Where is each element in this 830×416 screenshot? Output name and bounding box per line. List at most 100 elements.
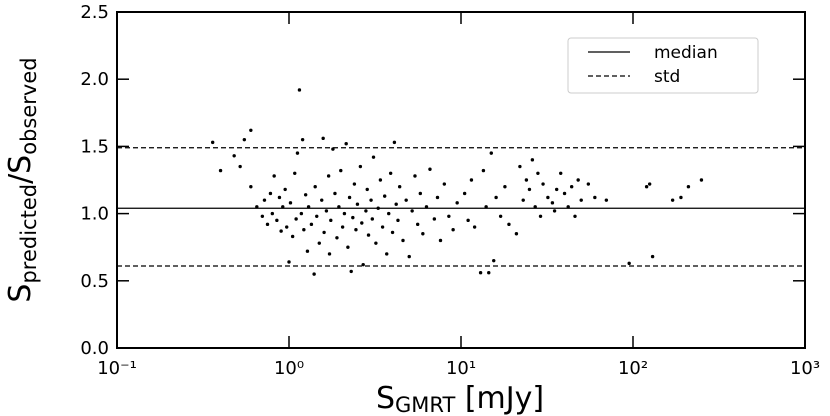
- data-point: [503, 185, 507, 189]
- data-point: [365, 187, 369, 192]
- data-point: [699, 178, 704, 182]
- y-tick-label: 2.5: [80, 2, 109, 23]
- data-point: [533, 205, 537, 209]
- data-point: [337, 205, 341, 209]
- data-point: [507, 222, 511, 227]
- data-point: [287, 260, 291, 264]
- data-point: [478, 271, 483, 275]
- data-point: [315, 214, 319, 218]
- data-point: [487, 271, 491, 275]
- data-point: [361, 262, 365, 267]
- data-point: [295, 151, 300, 155]
- x-tick-label: 10⁰: [274, 358, 304, 379]
- data-point: [249, 185, 253, 189]
- data-point: [550, 201, 555, 205]
- data-point: [392, 140, 397, 145]
- data-point: [238, 164, 242, 169]
- data-point: [627, 261, 631, 266]
- data-point: [275, 218, 279, 223]
- data-point: [340, 225, 345, 229]
- data-point: [277, 195, 282, 200]
- data-point: [297, 88, 302, 92]
- data-point: [283, 187, 287, 192]
- data-point: [559, 171, 563, 175]
- data-point: [518, 164, 522, 169]
- data-point: [428, 167, 432, 171]
- data-point: [303, 193, 308, 197]
- data-point: [300, 137, 305, 142]
- data-point: [455, 201, 459, 205]
- data-point: [374, 241, 378, 245]
- data-point: [650, 254, 655, 259]
- data-point: [554, 187, 559, 192]
- data-point: [299, 211, 304, 216]
- data-point: [313, 185, 317, 189]
- data-point: [290, 234, 295, 239]
- data-point: [285, 225, 289, 229]
- data-point: [352, 182, 357, 186]
- data-point: [270, 211, 275, 216]
- data-point: [498, 214, 503, 218]
- data-point: [371, 155, 376, 159]
- data-point: [302, 228, 306, 232]
- data-point: [494, 195, 498, 200]
- data-point: [349, 269, 353, 274]
- x-label-part: GMRT: [395, 393, 455, 416]
- data-point: [385, 252, 389, 256]
- y-tick-label: 1.0: [80, 204, 109, 225]
- data-point: [562, 191, 567, 196]
- y-label-part: predicted: [17, 184, 41, 284]
- data-point: [670, 198, 675, 202]
- data-point: [378, 178, 383, 182]
- data-point: [388, 171, 393, 175]
- data-point: [339, 168, 343, 173]
- data-point: [364, 209, 368, 213]
- data-point: [346, 245, 350, 249]
- data-point: [293, 171, 297, 175]
- data-point: [410, 209, 414, 213]
- data-point: [413, 174, 417, 178]
- data-point: [679, 195, 683, 200]
- data-point: [569, 185, 574, 189]
- data-point: [644, 185, 649, 189]
- x-axis-label: SGMRT [mJy]: [376, 381, 544, 416]
- data-point: [407, 254, 411, 259]
- data-point: [309, 222, 314, 227]
- data-point: [442, 182, 447, 186]
- data-point: [387, 211, 391, 216]
- x-label-part: [mJy]: [455, 381, 544, 416]
- data-point: [489, 151, 493, 155]
- data-point: [418, 191, 423, 196]
- data-point: [466, 218, 470, 223]
- data-point: [404, 198, 408, 202]
- data-point: [272, 174, 276, 178]
- legend-label: median: [654, 43, 718, 63]
- data-point: [521, 198, 525, 202]
- data-point: [312, 272, 316, 276]
- x-tick-label: 10³: [790, 358, 820, 379]
- data-point: [268, 191, 273, 196]
- data-point: [552, 209, 557, 213]
- data-point: [218, 168, 223, 173]
- data-point: [538, 214, 543, 218]
- data-point: [586, 182, 591, 186]
- y-axis-label: Spredicted/Sobserved: [3, 57, 41, 302]
- data-point: [370, 217, 374, 221]
- y-tick-label: 2.0: [80, 69, 109, 90]
- data-point: [342, 211, 347, 216]
- data-point: [447, 214, 451, 218]
- data-point: [366, 233, 371, 237]
- data-point: [262, 198, 267, 202]
- data-point: [469, 178, 474, 182]
- data-point: [281, 205, 285, 209]
- data-point: [382, 194, 387, 198]
- data-point: [358, 164, 363, 169]
- data-point: [324, 209, 329, 213]
- data-point: [432, 217, 437, 221]
- data-point: [484, 205, 488, 209]
- data-point: [576, 178, 580, 182]
- data-point: [435, 195, 440, 200]
- data-point: [279, 229, 283, 233]
- data-point: [530, 158, 535, 162]
- data-point: [331, 147, 335, 151]
